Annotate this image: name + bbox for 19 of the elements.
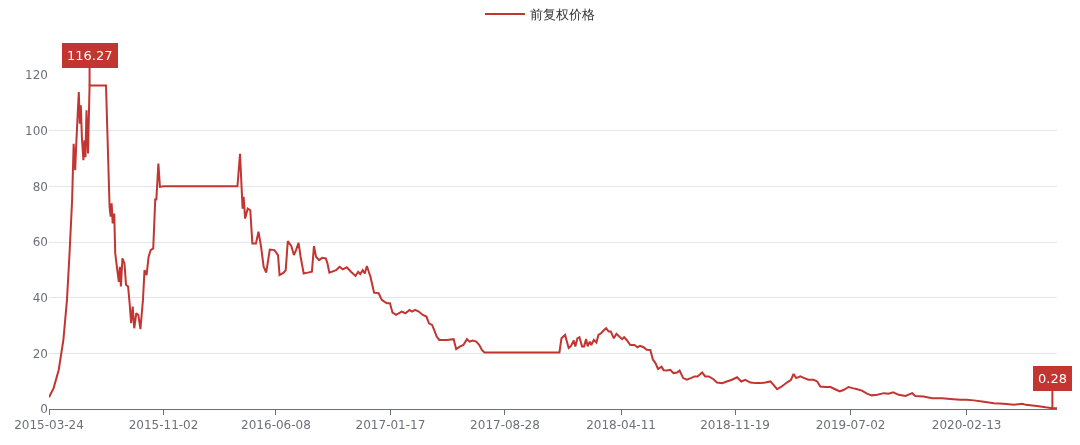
legend-label: 前复权价格 <box>530 7 595 23</box>
y-tick-label: 60 <box>32 235 48 250</box>
y-tick-label: 100 <box>25 123 48 138</box>
x-tick-label: 2015-11-02 <box>128 418 199 433</box>
x-tick-label: 2020-02-13 <box>931 418 1002 433</box>
annotation: 116.27 <box>67 48 113 63</box>
x-tick-label: 2017-01-17 <box>355 418 426 433</box>
y-tick-label: 20 <box>32 346 48 361</box>
y-tick-label: 80 <box>32 179 48 194</box>
annotation: 0.28 <box>1038 371 1067 386</box>
x-tick-label: 2019-07-02 <box>815 418 886 433</box>
y-tick-label: 40 <box>32 290 48 305</box>
y-tick-label: 120 <box>25 68 48 83</box>
x-tick-label: 2015-03-24 <box>14 418 84 433</box>
x-tick-label: 2018-11-19 <box>700 418 770 433</box>
x-tick-label: 2016-06-08 <box>241 418 311 433</box>
x-tick-label: 2017-08-28 <box>470 418 540 433</box>
x-tick-label: 2018-04-11 <box>586 418 656 433</box>
y-tick-label: 0 <box>40 402 48 417</box>
